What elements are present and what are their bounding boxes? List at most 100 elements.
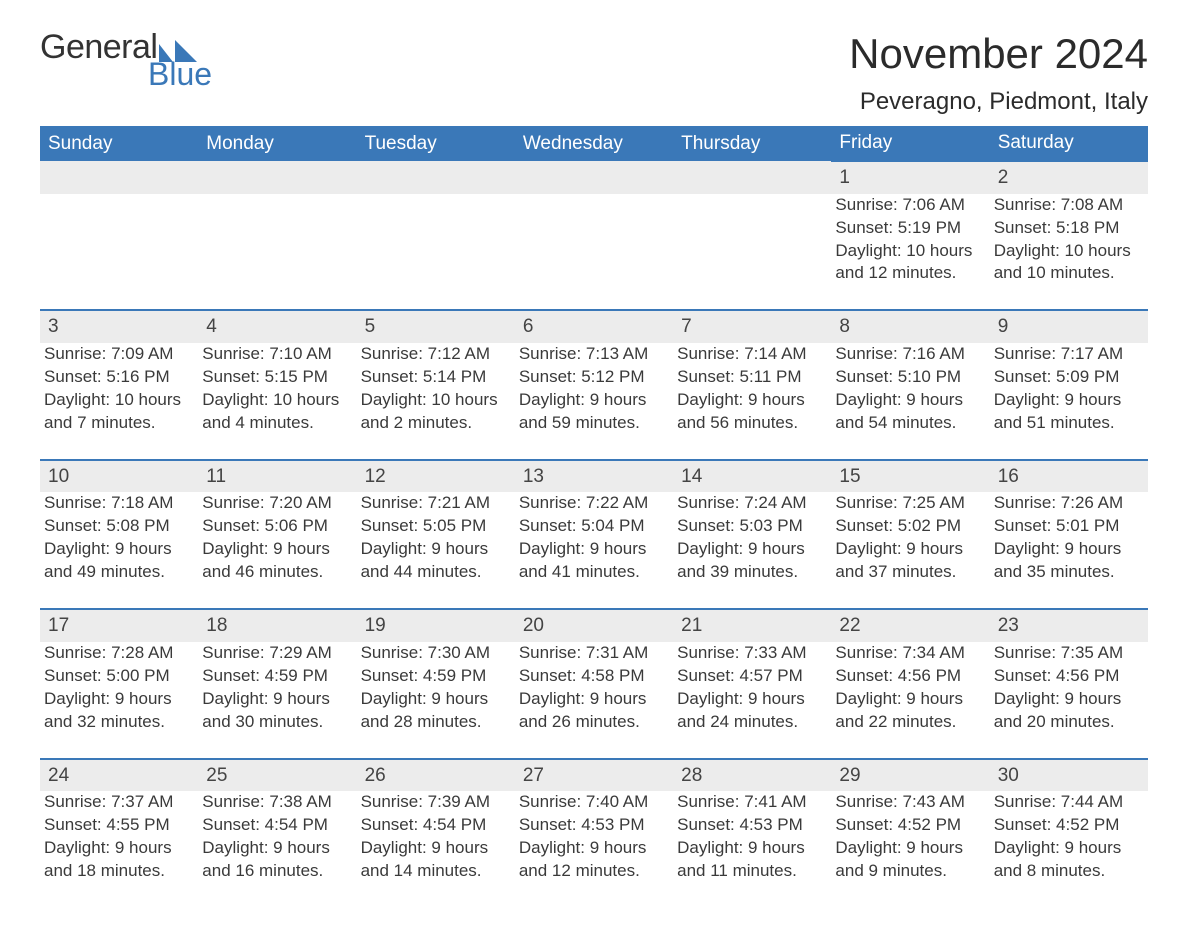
day-cell: Sunrise: 7:06 AMSunset: 5:19 PMDaylight:… (831, 194, 989, 311)
daylight-line: Daylight: 9 hours and 26 minutes. (519, 688, 669, 734)
day-number: 12 (357, 460, 515, 493)
daylight-line: Daylight: 9 hours and 18 minutes. (44, 837, 194, 883)
day-content-row: Sunrise: 7:37 AMSunset: 4:55 PMDaylight:… (40, 791, 1148, 907)
day-number: 16 (990, 460, 1148, 493)
sunset-line: Sunset: 4:52 PM (994, 814, 1144, 837)
day-cell: Sunrise: 7:35 AMSunset: 4:56 PMDaylight:… (990, 642, 1148, 759)
location: Peveragno, Piedmont, Italy (849, 88, 1148, 116)
sunset-line: Sunset: 4:58 PM (519, 665, 669, 688)
sunset-line: Sunset: 5:10 PM (835, 366, 985, 389)
day-content-row: Sunrise: 7:06 AMSunset: 5:19 PMDaylight:… (40, 194, 1148, 311)
sunrise-line: Sunrise: 7:12 AM (361, 343, 511, 366)
logo-text-blue: Blue (148, 58, 212, 90)
sunset-line: Sunset: 5:06 PM (202, 515, 352, 538)
day-cell: Sunrise: 7:28 AMSunset: 5:00 PMDaylight:… (40, 642, 198, 759)
daylight-line: Daylight: 9 hours and 46 minutes. (202, 538, 352, 584)
day-content-row: Sunrise: 7:28 AMSunset: 5:00 PMDaylight:… (40, 642, 1148, 759)
sunrise-line: Sunrise: 7:43 AM (835, 791, 985, 814)
weekday-header: Tuesday (357, 126, 515, 161)
day-number: 11 (198, 460, 356, 493)
day-number: 9 (990, 310, 1148, 343)
sunset-line: Sunset: 5:15 PM (202, 366, 352, 389)
sunset-line: Sunset: 5:12 PM (519, 366, 669, 389)
sunset-line: Sunset: 5:04 PM (519, 515, 669, 538)
daylight-line: Daylight: 9 hours and 54 minutes. (835, 389, 985, 435)
daylight-line: Daylight: 9 hours and 20 minutes. (994, 688, 1144, 734)
day-number-row: 12 (40, 161, 1148, 194)
daylight-line: Daylight: 10 hours and 12 minutes. (835, 240, 985, 286)
sunset-line: Sunset: 5:18 PM (994, 217, 1144, 240)
daylight-line: Daylight: 9 hours and 56 minutes. (677, 389, 827, 435)
day-number: 2 (990, 161, 1148, 194)
sunrise-line: Sunrise: 7:16 AM (835, 343, 985, 366)
sunrise-line: Sunrise: 7:33 AM (677, 642, 827, 665)
day-number-row: 3456789 (40, 310, 1148, 343)
daylight-line: Daylight: 9 hours and 41 minutes. (519, 538, 669, 584)
sunset-line: Sunset: 5:16 PM (44, 366, 194, 389)
day-cell: Sunrise: 7:33 AMSunset: 4:57 PMDaylight:… (673, 642, 831, 759)
day-number: 22 (831, 609, 989, 642)
sunset-line: Sunset: 4:56 PM (835, 665, 985, 688)
page-header: General Blue November 2024 Peveragno, Pi… (40, 30, 1148, 116)
daylight-line: Daylight: 9 hours and 12 minutes. (519, 837, 669, 883)
day-number: 27 (515, 759, 673, 792)
day-number: 10 (40, 460, 198, 493)
day-cell: Sunrise: 7:09 AMSunset: 5:16 PMDaylight:… (40, 343, 198, 460)
sunrise-line: Sunrise: 7:34 AM (835, 642, 985, 665)
blank-cell (673, 194, 831, 311)
day-number: 28 (673, 759, 831, 792)
sunset-line: Sunset: 5:01 PM (994, 515, 1144, 538)
sunset-line: Sunset: 4:53 PM (677, 814, 827, 837)
daylight-line: Daylight: 9 hours and 30 minutes. (202, 688, 352, 734)
blank-daynum (515, 161, 673, 194)
sunrise-line: Sunrise: 7:44 AM (994, 791, 1144, 814)
sunset-line: Sunset: 4:59 PM (202, 665, 352, 688)
logo-text-general: General (40, 30, 157, 64)
sunrise-line: Sunrise: 7:37 AM (44, 791, 194, 814)
weekday-header: Saturday (990, 126, 1148, 161)
sunrise-line: Sunrise: 7:30 AM (361, 642, 511, 665)
daylight-line: Daylight: 10 hours and 4 minutes. (202, 389, 352, 435)
sunrise-line: Sunrise: 7:06 AM (835, 194, 985, 217)
day-number: 4 (198, 310, 356, 343)
blank-cell (357, 194, 515, 311)
day-cell: Sunrise: 7:30 AMSunset: 4:59 PMDaylight:… (357, 642, 515, 759)
day-cell: Sunrise: 7:08 AMSunset: 5:18 PMDaylight:… (990, 194, 1148, 311)
blank-daynum (673, 161, 831, 194)
month-title: November 2024 (849, 30, 1148, 78)
day-cell: Sunrise: 7:13 AMSunset: 5:12 PMDaylight:… (515, 343, 673, 460)
day-content-row: Sunrise: 7:18 AMSunset: 5:08 PMDaylight:… (40, 492, 1148, 609)
blank-daynum (357, 161, 515, 194)
day-cell: Sunrise: 7:16 AMSunset: 5:10 PMDaylight:… (831, 343, 989, 460)
daylight-line: Daylight: 9 hours and 8 minutes. (994, 837, 1144, 883)
sunrise-line: Sunrise: 7:20 AM (202, 492, 352, 515)
blank-daynum (40, 161, 198, 194)
daylight-line: Daylight: 9 hours and 14 minutes. (361, 837, 511, 883)
daylight-line: Daylight: 9 hours and 59 minutes. (519, 389, 669, 435)
day-number: 1 (831, 161, 989, 194)
sunset-line: Sunset: 5:00 PM (44, 665, 194, 688)
day-number: 7 (673, 310, 831, 343)
sunset-line: Sunset: 5:02 PM (835, 515, 985, 538)
sunset-line: Sunset: 5:05 PM (361, 515, 511, 538)
day-number: 29 (831, 759, 989, 792)
blank-cell (198, 194, 356, 311)
sunset-line: Sunset: 4:54 PM (202, 814, 352, 837)
weekday-header: Monday (198, 126, 356, 161)
daylight-line: Daylight: 9 hours and 44 minutes. (361, 538, 511, 584)
day-number-row: 10111213141516 (40, 460, 1148, 493)
day-number-row: 17181920212223 (40, 609, 1148, 642)
day-cell: Sunrise: 7:20 AMSunset: 5:06 PMDaylight:… (198, 492, 356, 609)
weekday-header: Thursday (673, 126, 831, 161)
daylight-line: Daylight: 9 hours and 28 minutes. (361, 688, 511, 734)
day-cell: Sunrise: 7:43 AMSunset: 4:52 PMDaylight:… (831, 791, 989, 907)
sunrise-line: Sunrise: 7:08 AM (994, 194, 1144, 217)
day-number: 19 (357, 609, 515, 642)
day-cell: Sunrise: 7:40 AMSunset: 4:53 PMDaylight:… (515, 791, 673, 907)
daylight-line: Daylight: 9 hours and 39 minutes. (677, 538, 827, 584)
sunrise-line: Sunrise: 7:14 AM (677, 343, 827, 366)
day-cell: Sunrise: 7:18 AMSunset: 5:08 PMDaylight:… (40, 492, 198, 609)
day-cell: Sunrise: 7:44 AMSunset: 4:52 PMDaylight:… (990, 791, 1148, 907)
sunrise-line: Sunrise: 7:22 AM (519, 492, 669, 515)
sunrise-line: Sunrise: 7:13 AM (519, 343, 669, 366)
